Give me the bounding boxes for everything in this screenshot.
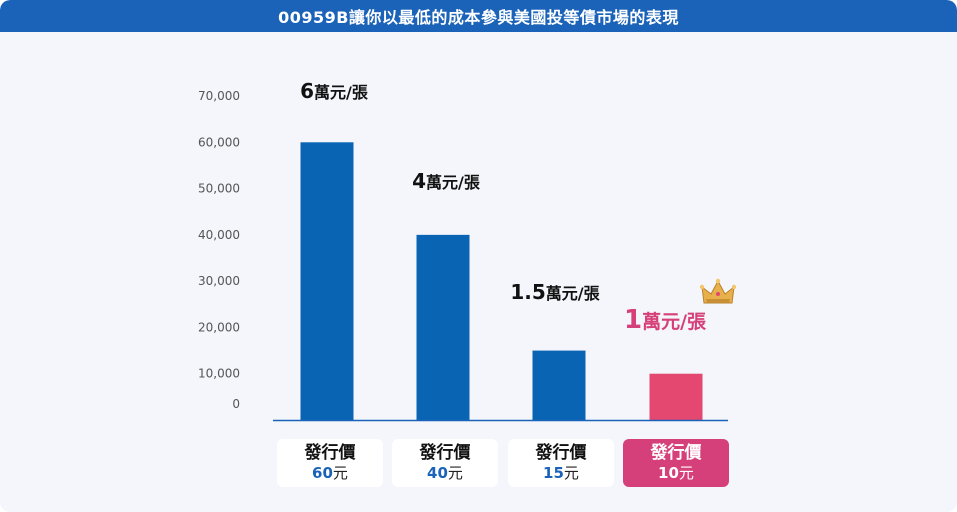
- category-price: 40元: [427, 463, 463, 483]
- data-label: 4萬元/張: [412, 169, 481, 193]
- bar: [649, 373, 703, 420]
- price-number: 60: [312, 464, 333, 482]
- category-card: 發行價 15元: [508, 439, 614, 487]
- category-price: 15元: [543, 463, 579, 483]
- bar: [300, 142, 354, 421]
- category-card: 發行價 40元: [392, 439, 498, 487]
- price-unit: 元: [678, 464, 694, 482]
- data-label: 1萬元/張: [624, 305, 707, 335]
- bars: [300, 142, 703, 421]
- category-card: 發行價 10元: [623, 439, 729, 487]
- data-labels: 6萬元/張 4萬元/張 1.5萬元/張 1萬元/張: [300, 79, 707, 335]
- price-number: 15: [543, 464, 564, 482]
- bar: [416, 234, 470, 420]
- category-price: 60元: [312, 463, 348, 483]
- y-tick-label: 60,000: [198, 135, 240, 149]
- data-label: 1.5萬元/張: [510, 280, 600, 304]
- price-unit: 元: [447, 464, 463, 482]
- price-unit: 元: [332, 464, 348, 482]
- y-tick-label: 0: [232, 397, 240, 411]
- y-tick-label: 10,000: [198, 367, 240, 381]
- chart-title: 00959B讓你以最低的成本參與美國投等債市場的表現: [278, 8, 679, 27]
- price-number: 10: [658, 464, 679, 482]
- y-tick-label: 30,000: [198, 274, 240, 288]
- data-label: 6萬元/張: [300, 79, 369, 103]
- category-label: 發行價: [535, 443, 587, 463]
- y-tick-label: 70,000: [198, 89, 240, 103]
- category-label: 發行價: [650, 443, 702, 463]
- category-card: 發行價 60元: [277, 439, 383, 487]
- crown-icon: [699, 278, 737, 304]
- y-tick-label: 40,000: [198, 228, 240, 242]
- y-tick-label: 20,000: [198, 320, 240, 334]
- category-label: 發行價: [304, 443, 356, 463]
- y-axis-ticks: 0 10,000 20,000 30,000 40,000 50,000 60,000 70,…: [198, 89, 240, 411]
- y-tick-label: 50,000: [198, 182, 240, 196]
- category-label: 發行價: [419, 443, 471, 463]
- category-price: 10元: [658, 463, 694, 483]
- price-unit: 元: [563, 464, 579, 482]
- bar: [532, 350, 586, 420]
- title-bar: 00959B讓你以最低的成本參與美國投等債市場的表現: [0, 0, 957, 32]
- price-number: 40: [427, 464, 448, 482]
